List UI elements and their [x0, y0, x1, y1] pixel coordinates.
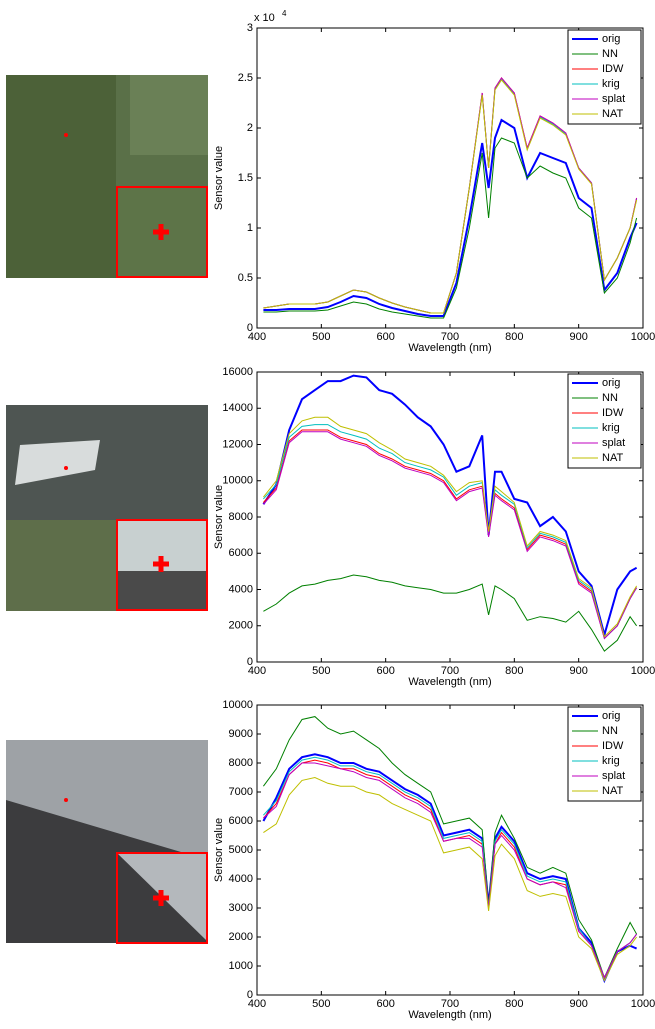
legend-label: NAT: [602, 785, 623, 797]
series-line: [263, 762, 638, 979]
x-tick-label: 600: [376, 331, 394, 343]
x-axis-label: Wavelength (nm): [408, 676, 491, 688]
y-tick-label: 6000: [229, 815, 253, 827]
y-tick-label: 1000: [229, 960, 253, 972]
legend-label: IDW: [602, 407, 624, 419]
legend-label: splat: [602, 93, 625, 105]
chart: 400 500 600 700 800 900 1000 0 0.5 1 1.5 2 2.5 3x 10 4…: [213, 9, 655, 354]
y-tick-label: 1: [247, 222, 253, 234]
x-tick-label: 400: [248, 665, 266, 677]
series-line: [262, 716, 638, 979]
legend-label: krig: [602, 422, 620, 434]
thumbnail-3: [6, 740, 208, 944]
chart: 400 500 600 700 800 900 1000010002000300040005…: [213, 699, 655, 1021]
y-tick-label: 0.5: [238, 272, 253, 284]
x-tick-label: 500: [312, 998, 330, 1010]
y-axis-label: Sensor value: [213, 485, 225, 549]
legend-box: [567, 29, 642, 125]
x-tick-label: 800: [505, 331, 523, 343]
legend-label: NN: [602, 725, 618, 737]
x-tick-label: 400: [248, 331, 266, 343]
y-tick-label: 14000: [222, 402, 253, 414]
legend-box: [567, 706, 642, 802]
y-tick-label: 4000: [229, 873, 253, 885]
series-line: [263, 431, 638, 640]
y-tick-label: 2.5: [238, 72, 253, 84]
y-tick-label: 1.5: [238, 172, 253, 184]
y-tick-label: 0: [247, 322, 253, 334]
chart: 400 500 600 700 800 900 1000020004000600080001…: [213, 366, 655, 688]
x-tick-label: 400: [248, 998, 266, 1010]
y-tick-label: 10000: [222, 475, 253, 487]
legend-label: IDW: [602, 63, 624, 75]
legend-label: NAT: [602, 452, 623, 464]
thumbnail-2: [6, 405, 208, 611]
y-tick-label: 10000: [222, 699, 253, 711]
series-line: [263, 118, 638, 317]
series-line: [263, 776, 638, 982]
y-exponent: 4: [282, 9, 287, 18]
y-tick-label: 2000: [229, 931, 253, 943]
legend-label: IDW: [602, 740, 624, 752]
thumbnail-1: [6, 75, 208, 278]
legend-label: orig: [602, 710, 620, 722]
y-tick-label: 5000: [229, 844, 253, 856]
y-tick-label: 7000: [229, 786, 253, 798]
y-axis-label: Sensor value: [213, 818, 225, 882]
x-axis-label: Wavelength (nm): [408, 342, 491, 354]
y-axis-label: Sensor value: [213, 146, 225, 210]
x-tick-label: 700: [441, 331, 459, 343]
x-tick-label: 1000: [631, 665, 655, 677]
y-tick-label: 2000: [229, 620, 253, 632]
y-tick-label: 8000: [229, 511, 253, 523]
y-tick-label: 16000: [222, 366, 253, 378]
y-tick-label: 4000: [229, 583, 253, 595]
x-tick-label: 700: [441, 665, 459, 677]
legend-box: [567, 373, 642, 469]
y-tick-label: 8000: [229, 757, 253, 769]
x-tick-label: 500: [312, 665, 330, 677]
y-exponent-base: x 10: [254, 12, 275, 24]
series-line: [262, 374, 638, 639]
legend-label: krig: [602, 755, 620, 767]
x-tick-label: 500: [312, 331, 330, 343]
series-line: [263, 416, 638, 638]
x-tick-label: 900: [569, 665, 587, 677]
y-tick-label: 2: [247, 122, 253, 134]
x-tick-label: 800: [505, 665, 523, 677]
y-tick-label: 0: [247, 989, 253, 1001]
series-line: [263, 79, 638, 314]
legend-label: NN: [602, 48, 618, 60]
legend-label: orig: [602, 377, 620, 389]
legend-label: splat: [602, 437, 625, 449]
series-line: [263, 424, 638, 640]
x-tick-label: 900: [569, 998, 587, 1010]
series-line: [263, 574, 638, 652]
x-tick-label: 700: [441, 998, 459, 1010]
y-tick-label: 3000: [229, 902, 253, 914]
y-tick-label: 12000: [222, 438, 253, 450]
legend-label: orig: [602, 33, 620, 45]
legend-label: NN: [602, 392, 618, 404]
series-line: [263, 429, 638, 640]
x-tick-label: 900: [569, 331, 587, 343]
y-tick-label: 6000: [229, 547, 253, 559]
x-axis-label: Wavelength (nm): [408, 1009, 491, 1021]
x-tick-label: 1000: [631, 331, 655, 343]
x-tick-label: 600: [376, 665, 394, 677]
legend-label: krig: [602, 78, 620, 90]
x-tick-label: 800: [505, 998, 523, 1010]
legend-label: NAT: [602, 108, 623, 120]
series-line: [263, 756, 638, 979]
y-tick-label: 3: [247, 22, 253, 34]
x-tick-label: 600: [376, 998, 394, 1010]
y-tick-label: 0: [247, 656, 253, 668]
legend-label: splat: [602, 770, 625, 782]
y-tick-label: 9000: [229, 728, 253, 740]
x-tick-label: 1000: [631, 998, 655, 1010]
series-line: [263, 137, 638, 319]
